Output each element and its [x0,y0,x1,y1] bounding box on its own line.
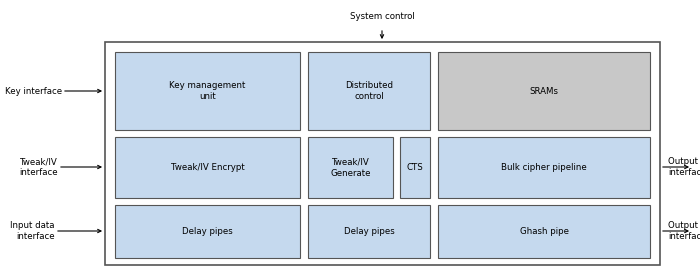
Text: Tweak/IV
interface: Tweak/IV interface [20,157,58,177]
Text: Bulk cipher pipeline: Bulk cipher pipeline [501,163,587,172]
Text: Delay pipes: Delay pipes [344,227,394,236]
Text: Key interface: Key interface [5,87,62,95]
Text: Key management
unit: Key management unit [169,81,246,101]
FancyBboxPatch shape [308,137,393,198]
FancyBboxPatch shape [105,42,660,265]
FancyBboxPatch shape [308,205,430,258]
Text: Output data
interface: Output data interface [668,157,700,177]
Text: Ghash pipe: Ghash pipe [519,227,568,236]
Text: Output tag
interface: Output tag interface [668,221,700,241]
Text: Tweak/IV Encrypt: Tweak/IV Encrypt [171,163,244,172]
Text: Input data
interface: Input data interface [10,221,55,241]
FancyBboxPatch shape [438,137,650,198]
Text: Delay pipes: Delay pipes [182,227,233,236]
FancyBboxPatch shape [115,52,300,130]
FancyBboxPatch shape [438,52,650,130]
FancyBboxPatch shape [438,205,650,258]
FancyBboxPatch shape [115,205,300,258]
FancyBboxPatch shape [308,52,430,130]
Text: Tweak/IV
Generate: Tweak/IV Generate [330,157,371,178]
Text: SRAMs: SRAMs [529,87,559,95]
Text: CTS: CTS [407,163,424,172]
Text: System control: System control [349,12,414,21]
Text: Distributed
control: Distributed control [345,81,393,101]
FancyBboxPatch shape [115,137,300,198]
FancyBboxPatch shape [400,137,430,198]
